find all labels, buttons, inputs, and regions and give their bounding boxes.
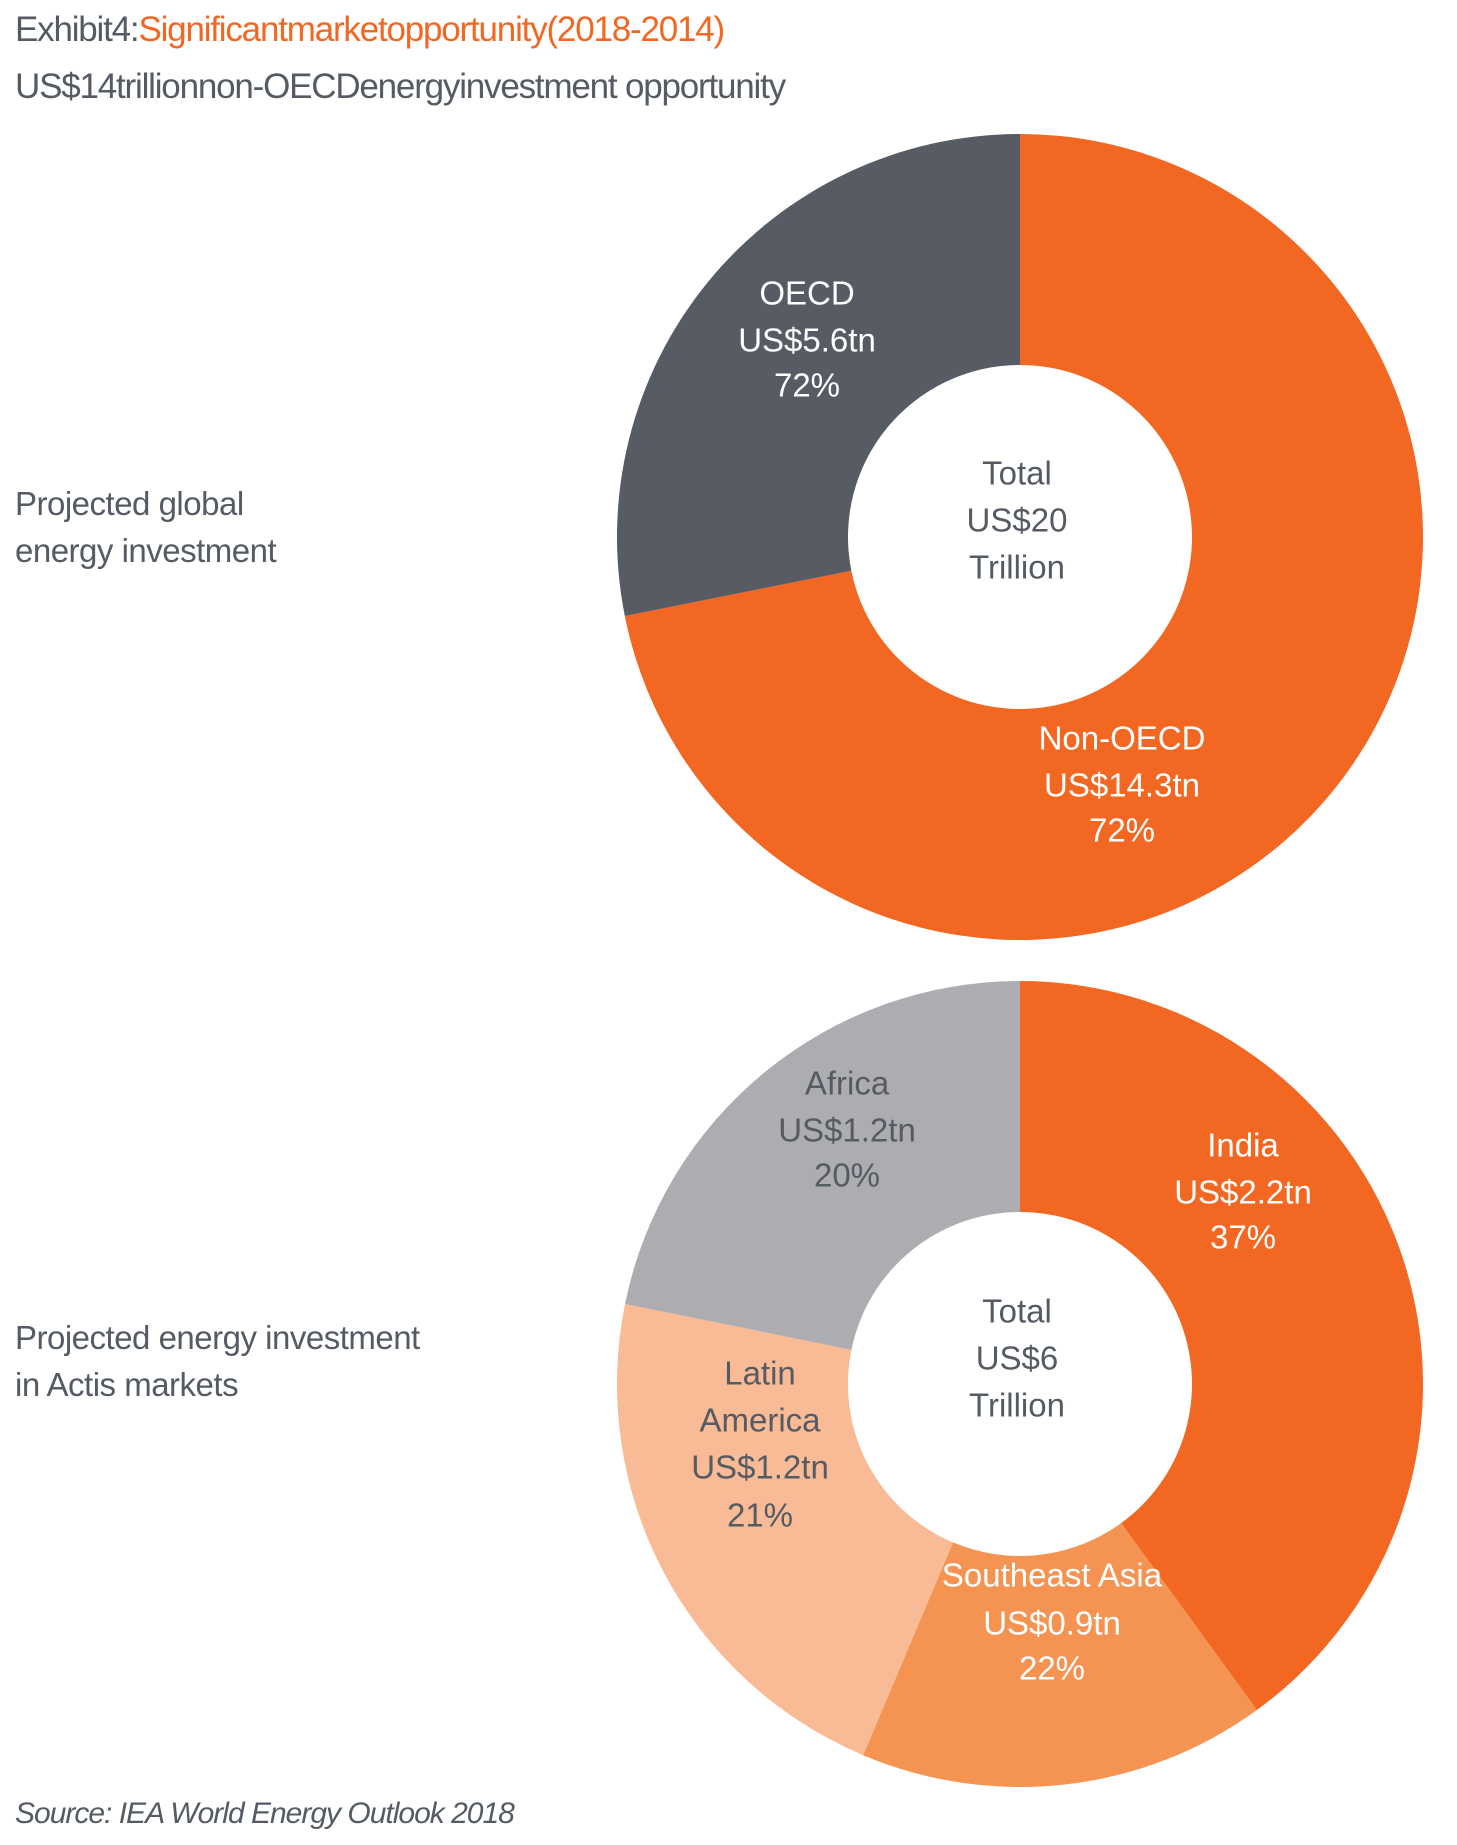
slice-label-latin-america: 21% [727,1497,793,1534]
slice-label-southeast-asia: Southeast Asia [942,1557,1163,1594]
donut-slice-africa [625,981,1020,1350]
slice-label-oecd: OECD [759,275,854,312]
exhibit-number: Exhibit4: [15,10,140,49]
donut-slice-oecd [616,134,1020,617]
donut-center-label: US$20 [967,502,1068,539]
slice-label-non-oecd: Non-OECD [1039,720,1206,757]
donut-center-label: Total [982,455,1052,492]
exhibit-title-highlight: Significantmarketopportunity(2018-2014) [138,10,725,49]
slice-label-non-oecd: 72% [1089,812,1155,849]
donut-center-label: US$6 [976,1340,1059,1377]
actis-investment-side-label: Projected energy investment in Actis mar… [15,1314,420,1408]
donut-center-label: Total [982,1293,1052,1330]
slice-label-southeast-asia: 22% [1019,1650,1085,1687]
donut-slice-india [1020,981,1423,1711]
slice-label-latin-america: US$1.2tn [691,1449,829,1486]
donut-center-label: Trillion [969,1387,1065,1424]
source-note: Source: IEA World Energy Outlook 2018 [15,1797,515,1830]
donut-slice-southeast-asia [863,1523,1257,1788]
slice-label-non-oecd: US$14.3tn [1044,767,1200,804]
slice-label-india: India [1207,1127,1279,1164]
slice-label-africa: US$1.2tn [778,1112,916,1149]
slice-label-india: 37% [1210,1219,1276,1256]
slice-label-oecd: US$5.6tn [738,322,876,359]
side-label-line: energy investment [15,532,277,569]
slice-label-africa: 20% [814,1157,880,1194]
slice-label-latin-america: Latin [724,1355,796,1392]
exhibit-title: Exhibit4:Significantmarketopportunity(20… [15,10,725,50]
slice-label-india: US$2.2tn [1174,1174,1312,1211]
actis-markets-donut: India US$2.2tn 37% Southeast Asia US$0.9tn 22… [616,981,1423,1788]
side-label-line: Projected energy investment [15,1319,420,1356]
donut-slice-latin-america [616,1303,954,1756]
exhibit-subtitle: US$14trillionnon-OECDenergyinvestment op… [15,67,786,106]
slice-label-latin-america: America [699,1402,821,1439]
slice-label-oecd: 72% [774,367,840,404]
side-label-line: in Actis markets [15,1366,239,1403]
side-label-line: Projected global [15,485,244,522]
global-investment-side-label: Projected global energy investment [15,480,277,574]
donut-center-label: Trillion [969,549,1065,586]
donut-slice-non-oecd [624,134,1423,940]
slice-label-africa: Africa [805,1065,890,1102]
global-investment-donut: Non-OECD US$14.3tn 72% OECD US$5.6tn 72% Total… [616,134,1423,940]
slice-label-southeast-asia: US$0.9tn [983,1605,1121,1642]
